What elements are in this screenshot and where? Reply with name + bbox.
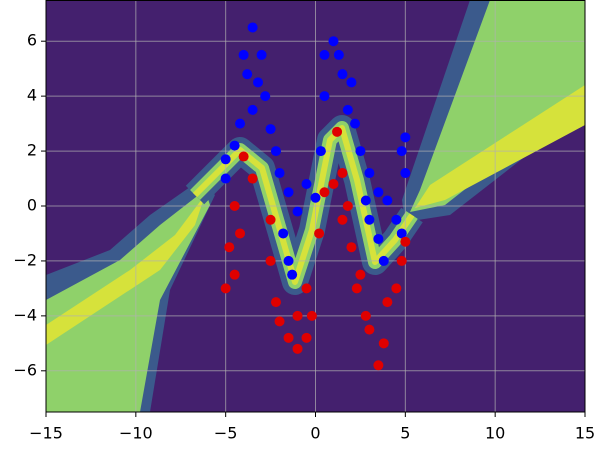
point (355, 146, 366, 157)
point (306, 310, 317, 321)
point (373, 360, 384, 371)
point (220, 283, 231, 294)
point (319, 187, 330, 198)
point (360, 195, 371, 206)
point (364, 168, 375, 179)
point (360, 310, 371, 321)
contour-level (415, 85, 585, 208)
point (260, 91, 271, 102)
point (400, 236, 411, 247)
point (342, 104, 353, 115)
y-tick-label: −2 (13, 250, 37, 269)
point (238, 49, 249, 60)
point (333, 49, 344, 60)
point (315, 146, 326, 157)
point (378, 338, 389, 349)
point (337, 69, 348, 80)
point (378, 255, 389, 266)
point (220, 154, 231, 165)
y-tick-label: −6 (13, 360, 37, 379)
point (287, 269, 298, 280)
contour-level (410, 0, 585, 212)
point (364, 324, 375, 335)
point (314, 228, 325, 239)
point (235, 228, 246, 239)
point (274, 168, 285, 179)
y-tick-label: 0 (27, 196, 37, 215)
y-tick-label: −4 (13, 305, 37, 324)
point (247, 173, 258, 184)
contour-level (46, 195, 205, 345)
x-tick-label: −10 (119, 424, 153, 443)
point (229, 140, 240, 151)
x-tick-label: 5 (400, 424, 410, 443)
point (346, 77, 357, 88)
point (396, 146, 407, 157)
point (310, 192, 321, 203)
point (373, 187, 384, 198)
point (292, 343, 303, 354)
point (256, 49, 267, 60)
y-tick-label: 4 (27, 86, 37, 105)
point (400, 168, 411, 179)
contour-level (192, 125, 415, 285)
point (265, 124, 276, 135)
point (283, 187, 294, 198)
point (400, 132, 411, 143)
point (382, 297, 393, 308)
point (278, 228, 289, 239)
point (224, 242, 235, 253)
point (319, 49, 330, 60)
point (391, 214, 402, 225)
point (301, 332, 312, 343)
point (342, 201, 353, 211)
point (229, 269, 240, 280)
point (292, 206, 303, 217)
point (270, 297, 281, 308)
point (301, 179, 312, 190)
point (328, 36, 339, 47)
point (337, 214, 348, 225)
point (235, 118, 246, 129)
point (270, 146, 281, 157)
point (382, 195, 393, 206)
point (337, 168, 348, 179)
point (355, 269, 366, 280)
point (229, 201, 240, 211)
point (328, 179, 339, 190)
x-tick-label: 0 (310, 424, 320, 443)
point (292, 310, 303, 321)
point (265, 255, 276, 266)
point (373, 233, 384, 244)
point (301, 283, 312, 294)
point (396, 228, 407, 239)
point (247, 104, 258, 115)
point (283, 255, 294, 266)
point (274, 316, 285, 327)
point (391, 283, 402, 294)
y-tick-label: 2 (27, 141, 37, 160)
point (238, 151, 249, 162)
point (396, 255, 407, 266)
point (265, 214, 276, 225)
point (346, 242, 357, 253)
point (247, 22, 258, 33)
point (319, 91, 330, 102)
point (332, 126, 343, 137)
point (351, 283, 362, 294)
plot-frame (45, 0, 586, 413)
point (364, 214, 375, 225)
point (350, 118, 361, 129)
x-tick-label: −15 (29, 424, 63, 443)
point (242, 69, 253, 80)
y-tick-label: 6 (27, 31, 37, 50)
x-tick-label: −5 (214, 424, 238, 443)
point (253, 77, 264, 88)
point (220, 173, 231, 184)
x-tick-label: 10 (485, 424, 505, 443)
point (283, 332, 294, 343)
x-tick-label: 15 (575, 424, 595, 443)
